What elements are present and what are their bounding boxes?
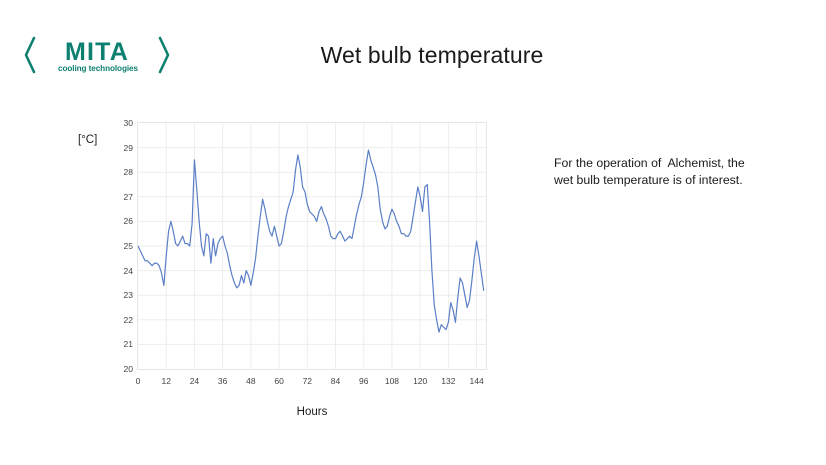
y-axis-tick-27: 27 — [123, 191, 133, 202]
y-axis-tick-21: 21 — [123, 339, 133, 350]
y-axis-tick-29: 29 — [123, 142, 133, 153]
x-axis-tick-24: 24 — [189, 376, 200, 386]
y-axis-tick-26: 26 — [123, 216, 133, 227]
y-axis-tick-23: 23 — [123, 290, 133, 301]
x-axis-tick-72: 72 — [302, 376, 313, 386]
temperature-series-line — [138, 149, 485, 333]
x-axis-tick-labels: 0 12 24 36 48 60 72 84 96 108 120 132 144 — [135, 376, 487, 390]
x-axis-tick-96: 96 — [358, 376, 369, 386]
mita-logo: MITA cooling technologies — [22, 32, 172, 80]
x-axis-tick-108: 108 — [384, 376, 400, 386]
logo-wordmark: MITA — [65, 38, 129, 66]
x-axis-tick-36: 36 — [217, 376, 228, 386]
y-axis-tick-28: 28 — [123, 167, 133, 178]
description-line-1: For the operation of Alchemist, the — [554, 156, 745, 170]
x-axis-tick-144: 144 — [469, 376, 484, 386]
x-axis-tick-48: 48 — [246, 376, 256, 386]
y-axis-tick-25: 25 — [123, 241, 133, 251]
x-axis-tick-60: 60 — [274, 376, 284, 386]
y-axis-tick-20: 20 — [123, 364, 133, 374]
y-axis-tick-30: 30 — [123, 118, 133, 128]
wet-bulb-temperature-chart: [°C] 20 21 22 23 24 25 26 27 28 29 30 0 12 24 36 48 60 7… — [60, 108, 520, 433]
logo-tagline: cooling technologies — [58, 64, 138, 73]
y-axis-tick-24: 24 — [123, 265, 133, 276]
y-axis-tick-22: 22 — [123, 314, 133, 325]
x-axis-tick-120: 120 — [413, 376, 428, 386]
x-axis-title: Hours — [296, 406, 328, 418]
x-axis-tick-132: 132 — [441, 376, 456, 386]
y-axis-title: [°C] — [78, 134, 98, 146]
plot-area — [137, 122, 487, 370]
y-axis-tick-labels: 20 21 22 23 24 25 26 27 28 29 30 — [105, 118, 133, 374]
description-line-2: wet bulb temperature is of interest. — [554, 173, 743, 187]
x-axis-tick-12: 12 — [161, 376, 171, 386]
x-axis-tick-84: 84 — [330, 376, 341, 386]
page-title: Wet bulb temperature — [320, 42, 544, 68]
mita-logo-graphic: MITA cooling technologies — [24, 36, 170, 74]
description-text: For the operation of Alchemist, the wet … — [554, 155, 804, 189]
x-axis-tick-0: 0 — [135, 376, 141, 386]
